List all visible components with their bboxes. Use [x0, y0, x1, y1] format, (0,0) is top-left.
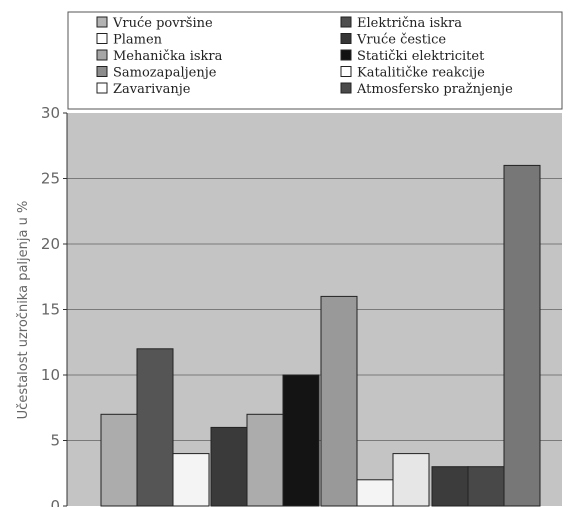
legend-box: [67, 11, 563, 110]
legend-swatch-6: [340, 16, 352, 28]
legend-swatch-2: [96, 33, 108, 44]
bar-5: [246, 413, 284, 507]
y-axis-ticks: 0 5 10 15 20 25 30: [41, 104, 67, 507]
legend-swatch-10: [340, 82, 352, 94]
y-tick-label-25: 25: [41, 170, 60, 188]
legend-label-3: Mehanička iskra: [113, 49, 223, 64]
bar-11: [467, 466, 505, 507]
legend-label-9: Katalitičke reakcije: [357, 66, 485, 81]
legend-swatch-3: [96, 49, 108, 61]
legend-label-1: Vruće površine: [112, 16, 213, 31]
legend-swatch-7: [340, 33, 352, 44]
bar-4: [210, 426, 248, 507]
bar-8: [356, 479, 394, 507]
bar-12: [503, 164, 541, 507]
legend-label-6: Električna iskra: [357, 16, 462, 31]
legend-swatch-8: [340, 49, 352, 61]
bar-3: [172, 453, 210, 507]
y-tick-label-30: 30: [41, 104, 60, 122]
legend-label-4: Samozapaljenje: [113, 66, 217, 81]
legend-label-7: Vruće čestice: [356, 33, 446, 48]
bar-7: [320, 295, 358, 507]
bars: [100, 164, 541, 507]
legend-swatch-9: [340, 66, 352, 77]
bar-10: [431, 466, 469, 507]
y-tick-label-0: 0: [50, 497, 60, 507]
bar-1: [100, 413, 138, 507]
legend-label-5: Zavarivanje: [113, 82, 191, 97]
y-tick-label-20: 20: [41, 235, 60, 253]
legend-label-2: Plamen: [113, 33, 163, 48]
legend-swatch-1: [96, 16, 108, 28]
legend-label-10: Atmosfersko pražnjenje: [356, 82, 513, 97]
bar-2: [136, 348, 174, 507]
y-axis-label: Učestalost uzročnika paljenja u %: [16, 201, 31, 420]
legend-label-8: Statički elektricitet: [357, 49, 485, 64]
bar-9: [392, 453, 430, 507]
y-tick-label-10: 10: [41, 366, 60, 384]
y-tick-label-5: 5: [50, 432, 60, 450]
y-tick-label-15: 15: [41, 301, 60, 319]
legend-swatch-5: [96, 82, 108, 94]
legend-swatch-4: [96, 66, 108, 77]
bar-6: [282, 374, 320, 507]
